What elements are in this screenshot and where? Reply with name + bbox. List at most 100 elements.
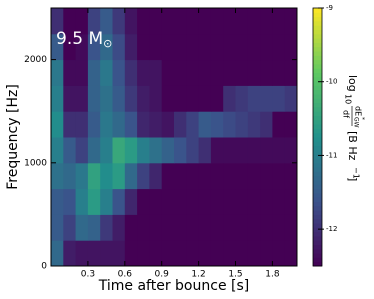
heatmap-cell bbox=[223, 137, 236, 164]
heatmap-cell bbox=[137, 8, 150, 35]
heatmap-cell bbox=[198, 59, 212, 86]
heatmap-cell bbox=[210, 240, 224, 267]
colorbar-swatch bbox=[313, 145, 322, 151]
heatmap-cell bbox=[198, 240, 212, 267]
colorbar-swatch bbox=[313, 20, 322, 26]
heatmap-cell bbox=[149, 33, 163, 61]
heatmap-cell bbox=[124, 162, 138, 190]
heatmap-cell bbox=[51, 111, 64, 138]
heatmap-cell bbox=[186, 162, 200, 190]
heatmap-cell bbox=[210, 214, 224, 241]
heatmap-cell bbox=[149, 188, 163, 215]
heatmap-cell bbox=[186, 214, 200, 241]
colorbar-tick-label: -9 bbox=[326, 4, 333, 12]
heatmap-cell bbox=[137, 162, 150, 190]
heatmap-cell bbox=[198, 85, 212, 112]
colorbar-tick-label: -12 bbox=[326, 225, 337, 233]
annotation-subscript: ⊙ bbox=[103, 37, 112, 50]
heatmap bbox=[51, 8, 298, 267]
heatmap-cell bbox=[198, 188, 212, 215]
heatmap-cell bbox=[198, 214, 212, 241]
colorbar-swatch bbox=[313, 16, 322, 22]
heatmap-cell bbox=[284, 240, 298, 267]
colorbar-swatch bbox=[313, 76, 322, 82]
colorbar-swatch bbox=[313, 128, 322, 134]
heatmap-cell bbox=[112, 188, 126, 215]
heatmap-cell bbox=[174, 137, 187, 164]
colorbar-swatch bbox=[313, 94, 322, 99]
colorbar-label-numerator-sup: * bbox=[359, 117, 366, 120]
heatmap-cell bbox=[112, 162, 126, 190]
heatmap-cell bbox=[210, 33, 224, 61]
heatmap-cell bbox=[161, 59, 175, 86]
colorbar-swatch bbox=[313, 63, 322, 69]
heatmap-cell bbox=[247, 162, 261, 190]
heatmap-cell bbox=[210, 8, 224, 35]
heatmap-cell bbox=[247, 33, 261, 61]
heatmap-cell bbox=[87, 240, 101, 267]
heatmap-cell bbox=[247, 8, 261, 35]
heatmap-cell bbox=[149, 111, 163, 138]
heatmap-cell bbox=[112, 111, 126, 138]
colorbar-swatch bbox=[313, 197, 322, 202]
heatmap-cell bbox=[272, 188, 286, 215]
colorbar-swatch bbox=[313, 38, 322, 43]
heatmap-cell bbox=[87, 33, 101, 61]
colorbar-tick-label: -11 bbox=[326, 151, 337, 159]
colorbar-swatch bbox=[313, 85, 322, 91]
heatmap-cell bbox=[51, 214, 64, 241]
heatmap-cell bbox=[186, 188, 200, 215]
colorbar-swatch bbox=[313, 214, 322, 220]
colorbar-swatch bbox=[313, 51, 322, 56]
heatmap-cell bbox=[272, 214, 286, 241]
heatmap-cell bbox=[149, 214, 163, 241]
heatmap-cell bbox=[161, 8, 175, 35]
heatmap-cell bbox=[223, 214, 236, 241]
heatmap-cell bbox=[186, 137, 200, 164]
heatmap-cell bbox=[174, 240, 187, 267]
heatmap-cell bbox=[223, 162, 236, 190]
heatmap-cell bbox=[51, 162, 64, 190]
heatmap-cell bbox=[235, 59, 249, 86]
heatmap-cell bbox=[284, 85, 298, 112]
colorbar-swatch bbox=[313, 218, 322, 224]
heatmap-cell bbox=[247, 85, 261, 112]
heatmap-cell bbox=[284, 59, 298, 86]
heatmap-cell bbox=[100, 33, 113, 61]
colorbar-swatch bbox=[313, 59, 322, 65]
colorbar-swatch bbox=[313, 124, 322, 129]
heatmap-cell bbox=[124, 85, 138, 112]
heatmap-cell bbox=[186, 59, 200, 86]
colorbar-label-denominator: df bbox=[342, 110, 351, 118]
heatmap-cell bbox=[247, 188, 261, 215]
y-axis-label: Frequency [Hz] bbox=[5, 84, 21, 190]
heatmap-cell bbox=[137, 59, 150, 86]
colorbar-swatch bbox=[313, 171, 322, 177]
heatmap-cell bbox=[124, 188, 138, 215]
colorbar-swatch bbox=[313, 192, 322, 198]
heatmap-cell bbox=[223, 111, 236, 138]
heatmap-cell bbox=[75, 137, 89, 164]
heatmap-cell bbox=[51, 33, 64, 61]
heatmap-cell bbox=[210, 188, 224, 215]
heatmap-cell bbox=[100, 59, 113, 86]
heatmap-cell bbox=[100, 214, 113, 241]
annotation-text: 9.5 M bbox=[56, 29, 103, 49]
heatmap-cell bbox=[137, 240, 150, 267]
heatmap-cell bbox=[137, 85, 150, 112]
heatmap-cell bbox=[260, 214, 273, 241]
heatmap-cell bbox=[51, 8, 64, 35]
heatmap-cell bbox=[63, 33, 77, 61]
colorbar-swatch bbox=[313, 175, 322, 181]
heatmap-cell bbox=[260, 8, 273, 35]
heatmap-cell bbox=[137, 137, 150, 164]
heatmap-cell bbox=[87, 59, 101, 86]
heatmap-cell bbox=[272, 240, 286, 267]
heatmap-cell bbox=[100, 8, 113, 35]
heatmap-cell bbox=[260, 240, 273, 267]
heatmap-cell bbox=[63, 8, 77, 35]
heatmap-cell bbox=[174, 59, 187, 86]
heatmap-cell bbox=[112, 8, 126, 35]
colorbar-swatch bbox=[313, 81, 322, 86]
heatmap-cell bbox=[198, 111, 212, 138]
